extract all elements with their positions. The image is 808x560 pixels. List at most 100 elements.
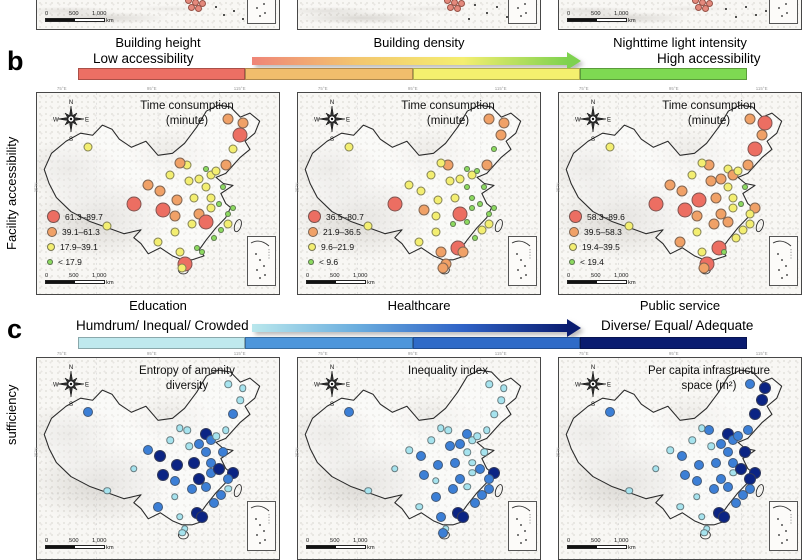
city-bubble [445,176,455,186]
colorbar-segment-2 [412,337,580,349]
city-bubble [343,407,354,418]
city-bubble [467,170,477,180]
city-bubble [444,426,452,435]
city-bubble [436,158,446,168]
city-bubble [427,436,435,445]
city-bubble [206,193,216,203]
svg-text:S: S [69,402,73,408]
city-bubble [215,200,222,207]
colorbar-segment-2 [412,68,580,80]
city-bubble [154,450,167,463]
city-bubble [733,431,744,442]
city-bubble [156,468,169,481]
city-bubble [169,475,180,486]
city-bubble [187,219,197,229]
legend-dot [47,210,60,223]
city-bubble [232,127,248,143]
taiwan-island [494,219,503,233]
map-speck [233,10,235,12]
city-bubble [404,180,414,190]
scale-bar-empty [336,281,365,283]
sufficiency-colorbar [78,337,747,349]
city-bubble [471,234,478,241]
city-bubble [474,463,485,474]
scale-bar-number: 500 [591,10,601,17]
city-bubble [201,182,211,192]
latitude-tick: 35°N [555,448,561,458]
city-bubble [171,492,179,501]
city-bubble [457,246,469,258]
svg-text:W: W [575,383,581,389]
map-title-line1: Time consumption [140,100,234,112]
inset-box [247,236,276,286]
city-bubble [212,462,225,475]
city-bubble [437,262,449,274]
svg-text:E: E [85,383,89,389]
map-speck [725,8,727,10]
scale-bar-empty [75,546,104,548]
south-china-sea-inset [250,505,270,544]
svg-text:E: E [346,383,350,389]
inset-box [769,236,798,286]
latitude-tick: 35°N [294,183,300,193]
city-bubble [715,208,727,220]
south-china-sea-inset [772,240,792,279]
label-humdrum-inequal-crowded: Humdrum/ Inequal/ Crowded [76,318,249,333]
city-bubble [102,221,112,231]
city-bubble [464,166,471,173]
south-china-sea-inset [778,3,788,17]
city-bubble [723,447,734,458]
city-bubble [344,142,354,152]
city-bubble [464,184,471,191]
city-bubble [498,117,510,129]
city-bubble [676,502,684,511]
city-bubble [212,432,220,441]
city-bubble [692,227,702,237]
city-bubble [432,476,440,485]
accessibility-colorbar [78,68,747,80]
latitude-tick: 35°N [33,448,39,458]
legend-value: 58.3–89.6 [587,211,625,222]
city-bubble [215,489,226,500]
city-bubble [484,473,495,484]
city-bubble [433,459,444,470]
city-bubble [677,202,693,218]
map-speck [242,18,244,20]
legend-value: < 17.9 [58,256,82,267]
city-bubble [648,196,664,212]
city-bubble [431,211,441,221]
building-dot [447,4,454,11]
scale-bar-filled [568,546,597,548]
city-bubble [230,204,237,211]
city-bubble [463,448,472,457]
city-bubble [733,166,743,176]
svg-text:E: E [607,118,611,124]
longitude-tick: 115°E [494,86,507,91]
scale-bar-number: 0 [306,272,310,279]
panel-letter-b: b [7,46,24,76]
arrow-bar [252,324,568,332]
city-bubble [704,425,715,436]
scale-bar-number: 0 [567,537,571,544]
city-bubble [708,218,720,230]
city-bubble [198,248,205,255]
south-china-sea-inset [511,240,531,279]
map-title: Time consumption (minute) [99,99,275,129]
colorbar-segment-3 [579,337,747,349]
city-bubble [491,146,498,153]
city-bubble [711,457,722,468]
city-bubble [481,184,488,191]
legend-value: 19.4–39.5 [582,241,620,252]
city-bubble [730,497,741,508]
city-bubble [624,221,634,231]
city-bubble [225,210,232,217]
building-dot [185,0,192,4]
legend-dot [47,258,53,265]
legend-row: < 19.4 [569,254,625,269]
colorbar-segment-1 [245,337,413,349]
caption-public-service: Public service [639,298,721,313]
city-bubble [625,486,633,495]
legend-dot [47,226,57,237]
taiwan-island [233,219,242,233]
city-bubble [415,502,423,511]
